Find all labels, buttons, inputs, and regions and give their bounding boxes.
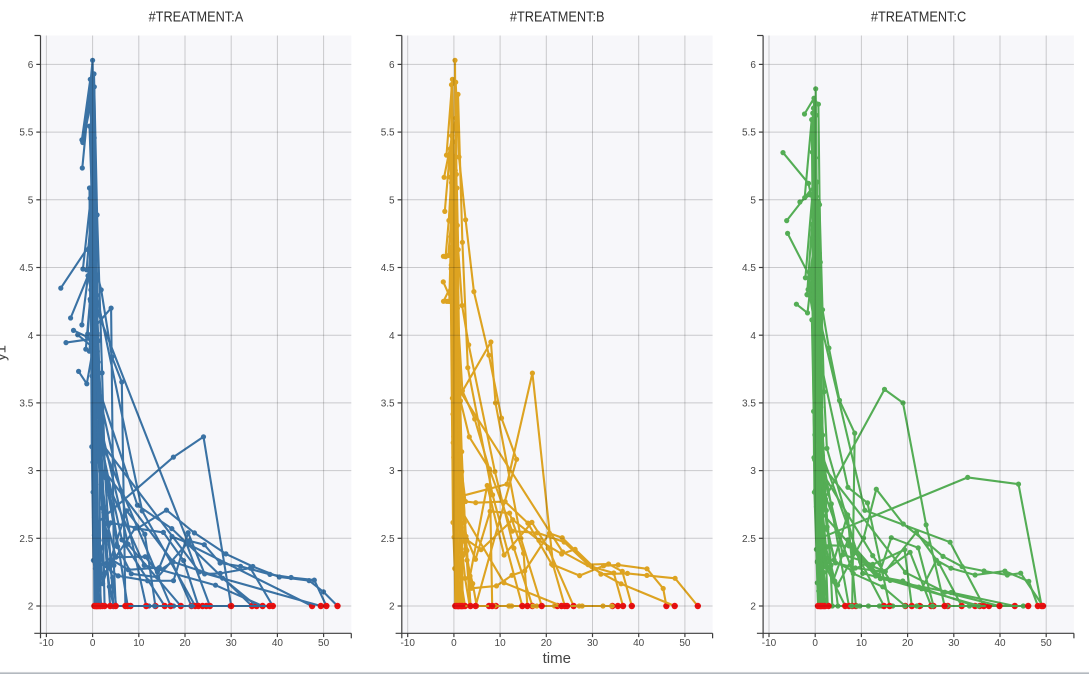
svg-text:6: 6 [28, 60, 34, 71]
svg-text:30: 30 [587, 638, 599, 649]
svg-text:30: 30 [226, 638, 238, 649]
svg-text:5.5: 5.5 [381, 128, 395, 139]
svg-text:-10: -10 [400, 638, 415, 649]
svg-text:4: 4 [28, 331, 34, 342]
svg-text:2.5: 2.5 [19, 534, 33, 545]
svg-text:5: 5 [750, 195, 756, 206]
svg-text:10: 10 [495, 638, 507, 649]
svg-text:4.5: 4.5 [381, 263, 395, 274]
svg-text:4.5: 4.5 [19, 263, 33, 274]
svg-text:6: 6 [750, 60, 756, 71]
svg-text:-10: -10 [39, 638, 54, 649]
svg-text:time: time [543, 650, 571, 667]
svg-text:2.5: 2.5 [742, 534, 756, 545]
svg-text:3.5: 3.5 [742, 399, 756, 410]
svg-text:3.5: 3.5 [381, 399, 395, 410]
svg-text:2.5: 2.5 [381, 534, 395, 545]
svg-text:10: 10 [856, 638, 868, 649]
svg-text:0: 0 [812, 638, 818, 649]
svg-text:50: 50 [1041, 638, 1053, 649]
svg-text:5.5: 5.5 [19, 128, 33, 139]
svg-text:4: 4 [750, 331, 756, 342]
svg-text:20: 20 [541, 638, 553, 649]
svg-text:4.5: 4.5 [742, 263, 756, 274]
svg-text:5.5: 5.5 [742, 128, 756, 139]
svg-text:40: 40 [633, 638, 645, 649]
svg-text:10: 10 [133, 638, 145, 649]
svg-text:2: 2 [389, 602, 395, 613]
svg-text:#TREATMENT:B: #TREATMENT:B [510, 8, 605, 25]
svg-text:30: 30 [948, 638, 960, 649]
svg-text:40: 40 [272, 638, 284, 649]
svg-text:3: 3 [389, 466, 395, 477]
svg-text:5: 5 [389, 195, 395, 206]
svg-text:#TREATMENT:C: #TREATMENT:C [871, 8, 966, 25]
svg-text:3: 3 [28, 466, 34, 477]
svg-text:2: 2 [28, 602, 34, 613]
svg-text:40: 40 [994, 638, 1006, 649]
svg-text:3.5: 3.5 [19, 399, 33, 410]
svg-text:0: 0 [451, 638, 457, 649]
svg-text:50: 50 [679, 638, 691, 649]
svg-text:2: 2 [750, 602, 756, 613]
svg-text:20: 20 [179, 638, 191, 649]
svg-text:-10: -10 [762, 638, 777, 649]
svg-text:6: 6 [389, 60, 395, 71]
svg-text:#TREATMENT:A: #TREATMENT:A [149, 8, 244, 25]
svg-text:50: 50 [318, 638, 330, 649]
svg-text:5: 5 [28, 195, 34, 206]
svg-text:0: 0 [90, 638, 96, 649]
svg-text:3: 3 [750, 466, 756, 477]
svg-text:20: 20 [902, 638, 914, 649]
svg-text:4: 4 [389, 331, 395, 342]
svg-text:y1: y1 [0, 345, 10, 361]
